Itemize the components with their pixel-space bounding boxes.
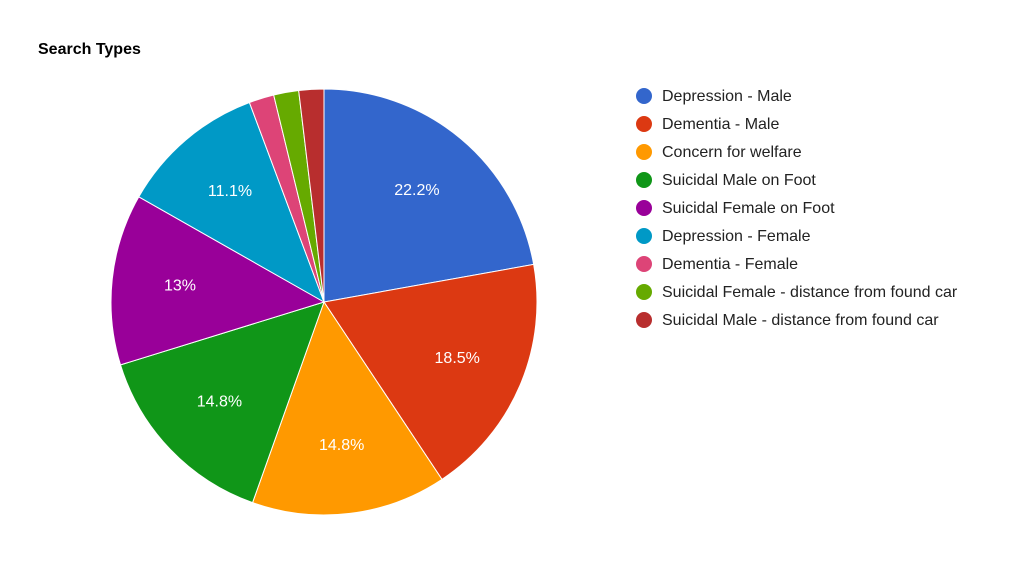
legend-swatch — [636, 228, 652, 244]
slice-data-label: 18.5% — [435, 350, 480, 367]
slice-data-label: 14.8% — [319, 437, 364, 454]
legend-item: Dementia - Female — [636, 254, 976, 276]
legend-item: Suicidal Male on Foot — [636, 170, 976, 192]
pie-slice-6 — [138, 101, 325, 304]
chart-title: Search Types — [38, 41, 141, 58]
legend-label: Suicidal Female - distance from found ca… — [662, 284, 958, 301]
legend-swatch — [636, 256, 652, 272]
legend-swatch — [636, 312, 652, 328]
legend-label: Dementia - Female — [662, 256, 799, 273]
legend-item: Dementia - Male — [636, 114, 976, 136]
legend-label: Dementia - Male — [662, 116, 780, 133]
pie-slice-5 — [110, 196, 326, 366]
legend-item: Depression - Female — [636, 226, 976, 248]
legend-label: Suicidal Male - distance from found car — [662, 312, 939, 329]
slice-data-label: 22.2% — [394, 182, 439, 199]
legend-item: Suicidal Female - distance from found ca… — [636, 282, 976, 304]
legend-label: Depression - Female — [662, 228, 811, 245]
slice-data-label: 11.1% — [208, 183, 252, 200]
pie-slice-2 — [323, 263, 538, 481]
legend-swatch — [636, 200, 652, 216]
slice-data-label: 13% — [164, 278, 196, 295]
legend-swatch — [636, 116, 652, 132]
legend-swatch — [636, 144, 652, 160]
legend-swatch — [636, 172, 652, 188]
legend-item: Suicidal Male - distance from found car — [636, 310, 976, 332]
pie-slice-1 — [323, 88, 535, 303]
pie-slice-9 — [298, 88, 325, 303]
legend-label: Concern for welfare — [662, 144, 802, 161]
legend-item: Depression - Male — [636, 86, 976, 108]
legend-item: Suicidal Female on Foot — [636, 198, 976, 220]
legend-item: Concern for welfare — [636, 142, 976, 164]
pie-slice-3 — [251, 300, 443, 516]
legend-label: Suicidal Male on Foot — [662, 172, 816, 189]
legend-swatch — [636, 88, 652, 104]
legend-label: Suicidal Female on Foot — [662, 200, 835, 217]
legend: Depression - Male Dementia - Male Concern … — [636, 86, 976, 338]
legend-swatch — [636, 284, 652, 300]
legend-label: Depression - Male — [662, 88, 792, 105]
slice-data-label: 14.8% — [197, 393, 242, 410]
pie-slice-4 — [119, 301, 325, 504]
